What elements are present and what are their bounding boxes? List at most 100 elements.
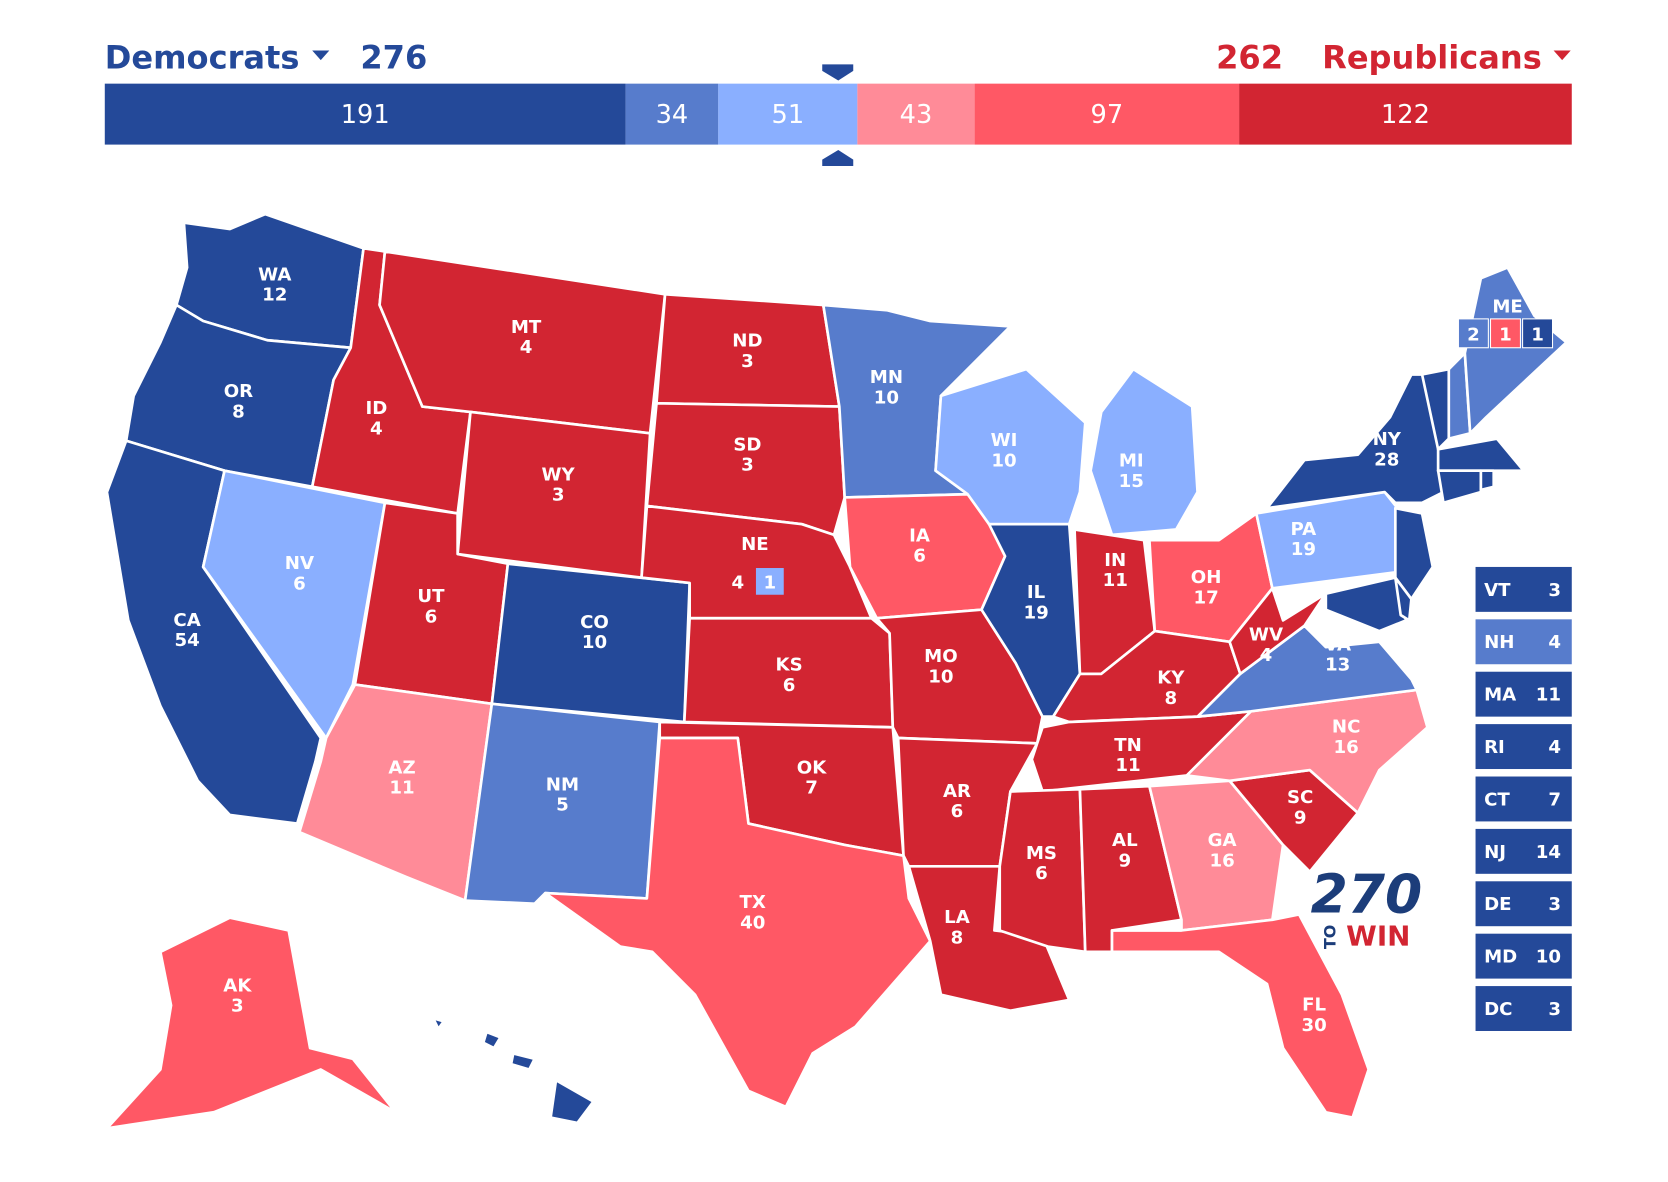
state-abbr: IL	[1027, 582, 1046, 603]
state-shape[interactable]	[105, 916, 397, 1130]
threshold-marker-bottom	[822, 149, 854, 166]
state-shape[interactable]	[543, 736, 932, 1109]
state-shape[interactable]	[1436, 469, 1483, 505]
tally-value: 97	[1091, 100, 1124, 130]
small-states-list: VT 3 NH 4 MA 11 RI 4 CT 7 NJ 14 DE 3 MD 10 DC 3	[1475, 566, 1572, 1031]
state-votes: 4	[520, 337, 533, 358]
state-shape[interactable]	[1089, 367, 1199, 537]
tally-segment	[718, 83, 858, 145]
state-votes: 30	[1301, 1015, 1326, 1036]
small-state-box[interactable]	[1475, 566, 1572, 612]
state-shape[interactable]	[1265, 373, 1445, 510]
logo-word: WIN	[1346, 919, 1410, 952]
small-state-votes: 3	[1548, 580, 1561, 601]
tally-value: 43	[900, 100, 933, 130]
small-state-box[interactable]	[1475, 776, 1572, 822]
state-shape[interactable]	[907, 864, 1071, 1013]
state-abbr: GA	[1208, 830, 1237, 851]
state-votes: 6	[951, 801, 964, 822]
state-abbr: NM	[546, 774, 579, 795]
state-votes: 40	[740, 912, 765, 933]
small-state-box[interactable]	[1475, 881, 1572, 927]
small-state-box[interactable]	[1475, 724, 1572, 770]
state-abbr: NC	[1332, 717, 1361, 738]
dem-label[interactable]: Democrats	[105, 39, 300, 77]
small-state-box[interactable]	[1475, 619, 1572, 665]
tally-value: 122	[1381, 100, 1430, 130]
small-state-box[interactable]	[1475, 986, 1572, 1031]
small-state-abbr: DE	[1484, 894, 1511, 915]
state-abbr: SD	[733, 434, 761, 455]
state-shape[interactable]	[431, 1016, 446, 1031]
district-box	[755, 568, 784, 595]
state-abbr: FL	[1302, 995, 1326, 1016]
state-shape[interactable]	[1394, 506, 1435, 601]
state-votes: 17	[1193, 587, 1218, 608]
state-abbr: IA	[909, 525, 930, 546]
tally-value: 51	[772, 100, 805, 130]
state-abbr: LA	[944, 907, 970, 928]
tally-segment	[974, 83, 1240, 145]
state-votes: 54	[174, 630, 199, 651]
state-shape[interactable]	[549, 1078, 595, 1125]
small-state-votes: 4	[1548, 632, 1561, 653]
state-shape[interactable]	[481, 1030, 502, 1050]
state-abbr: IN	[1104, 550, 1126, 571]
state-shape[interactable]	[1324, 576, 1408, 633]
tally-value: 34	[656, 100, 689, 130]
state-votes: 11	[1103, 570, 1128, 591]
state-abbr: MI	[1119, 450, 1144, 471]
state-votes: 6	[425, 607, 438, 628]
state-abbr: TX	[740, 892, 766, 913]
state-votes: 6	[783, 675, 796, 696]
state-shape[interactable]	[1479, 469, 1496, 492]
state-votes: 5	[556, 795, 569, 816]
tally-segment	[625, 83, 719, 145]
state-votes: 10	[582, 632, 607, 653]
state-shape[interactable]	[1110, 913, 1370, 1119]
small-state-box[interactable]	[1475, 671, 1572, 717]
state-abbr: HI	[523, 1086, 545, 1107]
small-state-box[interactable]	[1475, 828, 1572, 874]
small-state-votes: 14	[1536, 842, 1561, 863]
state-votes: 9	[1294, 808, 1307, 829]
rep-caret[interactable]	[1553, 50, 1571, 61]
state-abbr: MO	[924, 646, 958, 667]
state-abbr: AZ	[388, 757, 415, 778]
state-votes: 9	[1119, 850, 1132, 871]
tally-segment	[104, 83, 626, 145]
threshold-marker-top	[822, 64, 854, 81]
state-shape[interactable]	[1463, 266, 1568, 435]
state-abbr: ND	[732, 331, 762, 352]
small-state-box[interactable]	[1475, 933, 1572, 979]
state-votes: 4	[731, 572, 744, 593]
small-state-votes: 11	[1536, 685, 1561, 706]
district-votes: 1	[1531, 324, 1544, 345]
district-votes: 2	[1467, 324, 1480, 345]
state-votes: 8	[232, 401, 245, 422]
state-shape[interactable]	[1436, 437, 1525, 473]
state-votes: 3	[552, 485, 565, 506]
state-votes: 10	[991, 450, 1016, 471]
state-abbr: TN	[1114, 735, 1142, 756]
district-box	[1522, 318, 1554, 349]
state-votes: 7	[805, 778, 818, 799]
small-state-abbr: RI	[1484, 737, 1505, 758]
state-abbr: NV	[285, 553, 314, 574]
state-votes: 10	[928, 666, 953, 687]
state-abbr: OR	[224, 381, 253, 402]
state-abbr: ID	[365, 398, 387, 419]
state-shape[interactable]	[509, 1052, 536, 1071]
tally-value: 191	[341, 100, 390, 130]
state-abbr: WV	[1249, 625, 1283, 646]
state-shape[interactable]	[1394, 576, 1413, 622]
state-shape[interactable]	[980, 522, 1082, 718]
state-votes: 6	[913, 546, 926, 567]
rep-label[interactable]: Republicans	[1322, 39, 1542, 77]
tally-segment	[1239, 83, 1572, 145]
state-abbr: KY	[1157, 667, 1185, 688]
dem-caret[interactable]	[312, 50, 330, 61]
dem-total: 276	[360, 39, 427, 77]
